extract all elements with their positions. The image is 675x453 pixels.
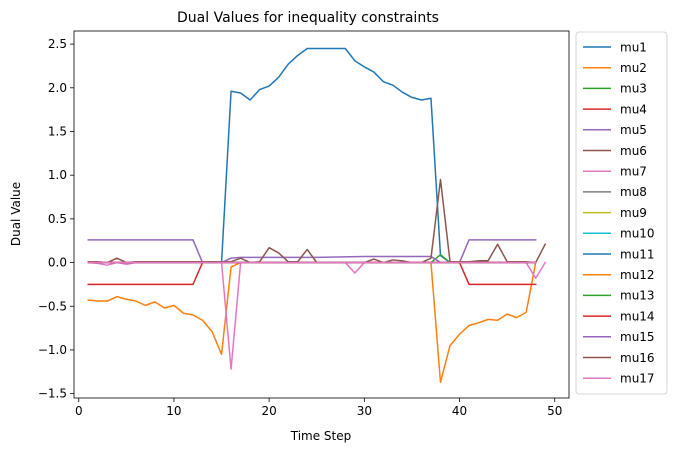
y-tick-label: −1.0 bbox=[38, 343, 67, 357]
legend-label-mu11: mu11 bbox=[620, 247, 655, 261]
legend-label-mu7: mu7 bbox=[620, 165, 647, 179]
legend-label-mu14: mu14 bbox=[620, 309, 655, 323]
legend-label-mu4: mu4 bbox=[620, 102, 647, 116]
x-tick-label: 20 bbox=[262, 404, 277, 418]
series-line-mu1 bbox=[87, 47, 537, 264]
plot-area-frame bbox=[73, 30, 570, 399]
y-tick-label: 1.5 bbox=[48, 124, 67, 138]
y-tick-label: 0.0 bbox=[48, 256, 67, 270]
legend-box bbox=[575, 31, 668, 395]
series-line-mu7 bbox=[87, 261, 547, 370]
series-line-mu2 bbox=[87, 261, 537, 384]
y-tick-label: −0.5 bbox=[38, 299, 67, 313]
legend-items: mu1 mu2 mu3 mu4 mu5 mu6 mu7 mu8 mu9 mu10 mu11 mu12 m… bbox=[583, 40, 655, 386]
legend-label-mu10: mu10 bbox=[620, 227, 655, 241]
legend-label-mu13: mu13 bbox=[620, 289, 655, 303]
legend-label-mu17: mu17 bbox=[620, 372, 655, 386]
y-tick-label: −1.5 bbox=[38, 387, 67, 401]
y-tick-label: 1.0 bbox=[48, 168, 67, 182]
x-tick-label: 40 bbox=[452, 404, 467, 418]
y-axis-label: Dual Value bbox=[9, 182, 23, 246]
chart-title: Dual Values for inequality constraints bbox=[177, 10, 439, 26]
legend-label-mu16: mu16 bbox=[620, 351, 655, 365]
series-line-mu6 bbox=[87, 178, 547, 264]
legend-label-mu12: mu12 bbox=[620, 268, 655, 282]
series-line-mu4 bbox=[87, 261, 537, 286]
x-tick-label: 10 bbox=[166, 404, 181, 418]
axis-layer: 0 10 20 30 40 50 −1.5 −1.0 −0.5 0.0 0.5 1.0 1.5 2.0 2.… bbox=[38, 37, 563, 418]
legend-label-mu2: mu2 bbox=[620, 61, 647, 75]
x-tick-label: 50 bbox=[547, 404, 562, 418]
y-tick-label: 2.0 bbox=[48, 81, 67, 95]
x-axis-label: Time Step bbox=[290, 429, 352, 443]
y-tick-label: 2.5 bbox=[48, 37, 67, 51]
x-tick-label: 0 bbox=[75, 404, 83, 418]
legend-label-mu1: mu1 bbox=[620, 40, 647, 54]
x-tick-label: 30 bbox=[357, 404, 372, 418]
series-layer bbox=[87, 47, 547, 384]
legend-label-mu5: mu5 bbox=[620, 123, 647, 137]
legend-label-mu9: mu9 bbox=[620, 206, 647, 220]
legend-label-mu8: mu8 bbox=[620, 185, 647, 199]
legend-label-mu3: mu3 bbox=[620, 82, 647, 96]
legend: mu1 mu2 mu3 mu4 mu5 mu6 mu7 mu8 mu9 mu10 mu11 mu12 m… bbox=[575, 31, 668, 395]
series-line-mu5 bbox=[87, 239, 537, 264]
legend-label-mu6: mu6 bbox=[620, 144, 647, 158]
legend-label-mu15: mu15 bbox=[620, 330, 655, 344]
y-tick-label: 0.5 bbox=[48, 212, 67, 226]
